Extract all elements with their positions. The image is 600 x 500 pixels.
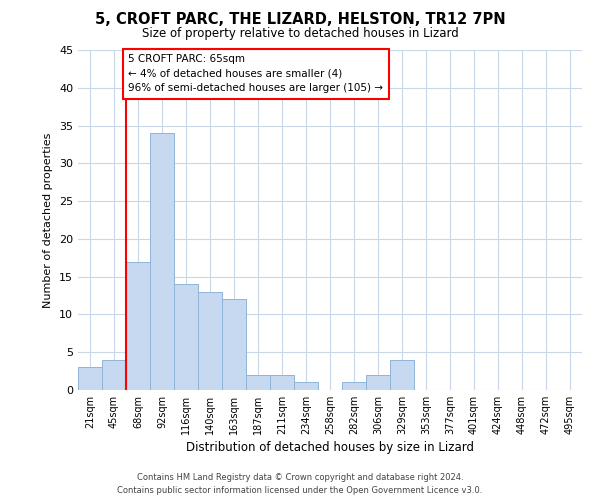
Bar xyxy=(270,375,294,390)
Text: Contains HM Land Registry data © Crown copyright and database right 2024.
Contai: Contains HM Land Registry data © Crown c… xyxy=(118,474,482,495)
Bar xyxy=(390,360,414,390)
X-axis label: Distribution of detached houses by size in Lizard: Distribution of detached houses by size … xyxy=(186,441,474,454)
Bar xyxy=(126,262,150,390)
Text: 5, CROFT PARC, THE LIZARD, HELSTON, TR12 7PN: 5, CROFT PARC, THE LIZARD, HELSTON, TR12… xyxy=(95,12,505,28)
Bar xyxy=(246,375,270,390)
Text: Size of property relative to detached houses in Lizard: Size of property relative to detached ho… xyxy=(142,28,458,40)
Bar xyxy=(222,300,246,390)
Bar xyxy=(198,292,222,390)
Bar xyxy=(102,360,126,390)
Bar xyxy=(342,382,366,390)
Y-axis label: Number of detached properties: Number of detached properties xyxy=(43,132,53,308)
Bar xyxy=(174,284,198,390)
Bar xyxy=(78,368,102,390)
Text: 5 CROFT PARC: 65sqm
← 4% of detached houses are smaller (4)
96% of semi-detached: 5 CROFT PARC: 65sqm ← 4% of detached hou… xyxy=(128,54,383,94)
Bar xyxy=(366,375,390,390)
Bar xyxy=(294,382,318,390)
Bar xyxy=(150,133,174,390)
